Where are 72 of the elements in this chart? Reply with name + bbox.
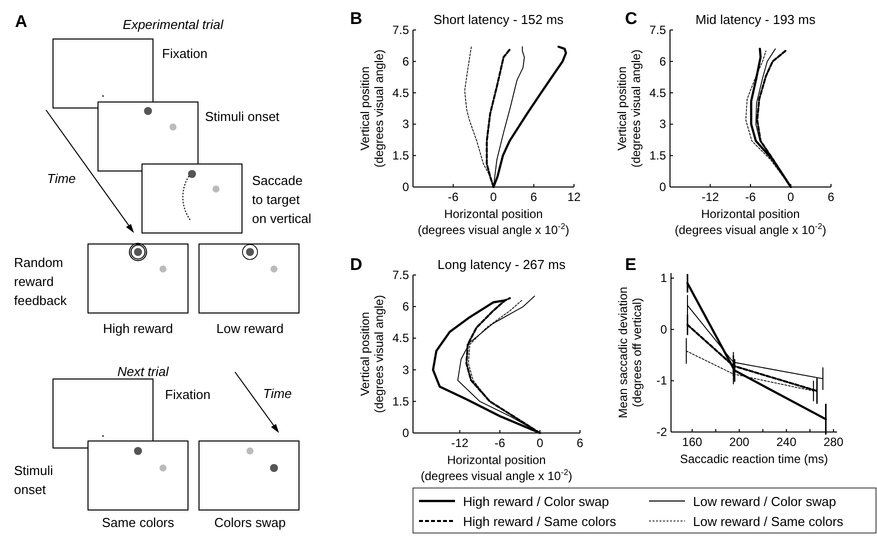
x-axis-title: Horizontal position (degrees visual angle x 10$^{-2}$) <box>420 453 572 483</box>
y-tick-label: 1.5 <box>392 394 410 408</box>
x-tick-label: 280 <box>823 435 844 449</box>
y-tick-label: 1.5 <box>392 148 410 163</box>
y-tick-label: 7.5 <box>392 268 410 282</box>
text: E <box>625 255 636 274</box>
chart-title: Long latency - 267 ms <box>438 257 566 272</box>
legend-label: Low reward / Color swap <box>693 494 836 509</box>
x-tick-label: 6 <box>828 190 835 204</box>
y-tick-label: -1 <box>656 374 668 388</box>
x-tick-label: -6 <box>448 190 459 204</box>
text: Saccade to target on vertical <box>252 173 312 226</box>
text: D <box>350 255 362 274</box>
text: Same colors <box>102 515 175 530</box>
text: Next trial <box>117 364 170 379</box>
chart-title: Short latency - 152 ms <box>433 12 564 27</box>
y-tick-label: 7.5 <box>392 23 410 37</box>
y-tick-label: 0 <box>659 180 666 194</box>
x-tick-label: 240 <box>776 435 797 449</box>
y-axis-title: Mean saccadic deviation (degrees off vertical) <box>616 286 644 418</box>
x-axis-title: Horizontal position (degrees visual angle x 10$^{-2}$) <box>674 207 826 237</box>
text: Time <box>263 386 292 401</box>
y-tick-label: 1 <box>660 271 668 286</box>
x-tick-label: 0 <box>536 436 544 450</box>
text: C <box>625 9 638 28</box>
x-tick-label: 200 <box>729 435 750 449</box>
y-axis-title: Vertical position (degrees visual angle) <box>358 294 386 414</box>
legend-label: Low reward / Same colors <box>693 514 844 529</box>
x-tick-label: 160 <box>682 435 703 449</box>
y-axis-title: Vertical position (degrees visual angle) <box>615 49 643 168</box>
x-axis-title: Horizontal position (degrees visual angle x 10$^{-2}$) <box>418 207 570 237</box>
y-tick-label: 4.5 <box>392 86 410 100</box>
y-tick-label: 7.5 <box>649 23 666 37</box>
y-tick-label: 6 <box>659 54 666 68</box>
text: A <box>15 12 28 31</box>
x-tick-label: 6 <box>576 436 584 450</box>
y-tick-label: 0 <box>402 426 410 440</box>
text: Fixation <box>165 387 211 402</box>
x-tick-label: -12 <box>702 190 720 204</box>
y-axis-title: Vertical position (degrees visual angle) <box>358 49 386 168</box>
x-tick-label: -6 <box>745 190 756 204</box>
x-tick-label: 0 <box>490 190 498 204</box>
text: Random reward feedback <box>14 255 68 308</box>
text: B <box>350 9 362 28</box>
y-tick-label: 1.5 <box>649 148 666 163</box>
text: High reward <box>102 321 174 336</box>
y-tick-label: 3 <box>402 362 410 377</box>
y-tick-label: 0 <box>402 180 410 194</box>
x-tick-label: 6 <box>530 190 538 204</box>
y-tick-label: 4.5 <box>392 331 410 346</box>
x-tick-label: 12 <box>567 190 581 204</box>
legend-label: High reward / Color swap <box>463 494 609 509</box>
x-tick-label: -12 <box>451 436 469 450</box>
text: Fixation <box>162 46 208 61</box>
legend-label: High reward / Same colors <box>463 514 617 529</box>
text: Low reward <box>216 321 284 336</box>
text: Time <box>47 171 76 186</box>
y-tick-label: 3 <box>659 117 666 132</box>
text: Stimuli onset <box>14 463 54 497</box>
x-axis-title: Saccadic reaction time (ms) <box>680 452 828 466</box>
y-tick-label: 4.5 <box>649 86 666 100</box>
y-tick-label: -2 <box>656 425 668 439</box>
text: Stimuli onset <box>205 109 280 124</box>
text: Colors swap <box>214 515 286 530</box>
y-tick-label: 3 <box>402 117 410 132</box>
x-tick-label: -6 <box>494 436 506 450</box>
chart-title: Mid latency - 193 ms <box>696 12 816 27</box>
y-tick-label: 0 <box>660 322 668 336</box>
y-tick-label: 6 <box>402 54 410 68</box>
y-tick-label: 6 <box>402 300 410 314</box>
x-tick-label: 0 <box>787 190 794 204</box>
text: Experimental trial <box>122 17 224 32</box>
